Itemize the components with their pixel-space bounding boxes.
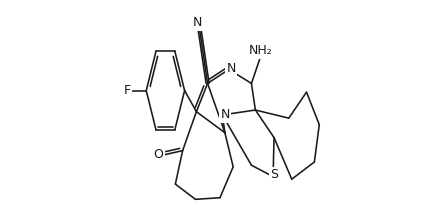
Text: NH₂: NH₂ <box>249 44 272 57</box>
Text: O: O <box>154 148 163 161</box>
Text: S: S <box>270 168 278 181</box>
Text: N: N <box>227 62 236 75</box>
Text: F: F <box>124 84 131 97</box>
Text: N: N <box>193 16 202 29</box>
Text: N: N <box>220 108 230 121</box>
